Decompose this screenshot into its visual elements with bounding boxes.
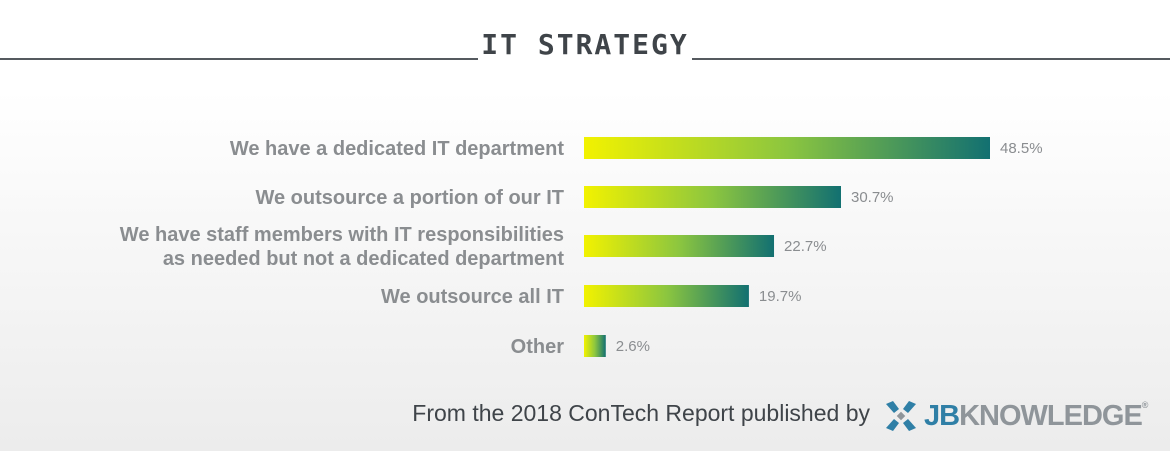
footer-credit: From the 2018 ConTech Report published b…: [412, 400, 870, 426]
title-rule-left: [0, 58, 478, 60]
value-label-2: 22.7%: [784, 238, 827, 255]
bar-0: [584, 137, 990, 159]
category-label-1: We outsource a portion of our IT: [255, 187, 564, 209]
category-label-0: We have a dedicated IT department: [230, 138, 565, 160]
value-label-1: 30.7%: [851, 189, 894, 206]
value-label-0: 48.5%: [1000, 140, 1043, 157]
bar-3: [584, 285, 749, 307]
bar-1: [584, 186, 841, 208]
brand-logo[interactable]: JBKNOWLEDGE®: [884, 396, 1149, 436]
brand-name: JBKNOWLEDGE®: [924, 399, 1149, 433]
chart-title: IT STRATEGY: [481, 28, 689, 61]
value-label-3: 19.7%: [759, 288, 802, 305]
bar-4: [584, 335, 606, 357]
registered-mark: ®: [1141, 399, 1149, 410]
jbknowledge-logo-icon: [886, 401, 916, 431]
category-label-4: Other: [511, 336, 565, 358]
brand-name-jb: JB: [924, 399, 960, 432]
category-label-2-line-1: as needed but not a dedicated department: [163, 248, 565, 270]
title-rule-right: [692, 58, 1170, 60]
value-label-4: 2.6%: [616, 338, 650, 355]
category-label-2-line-0: We have staff members with IT responsibi…: [120, 224, 564, 246]
bar-2: [584, 235, 775, 257]
brand-name-knowledge: KNOWLEDGE: [959, 399, 1143, 432]
bar-chart: 48.5% We have a dedicated IT department 30…: [120, 137, 1043, 358]
category-label-3: We outsource all IT: [381, 286, 564, 308]
